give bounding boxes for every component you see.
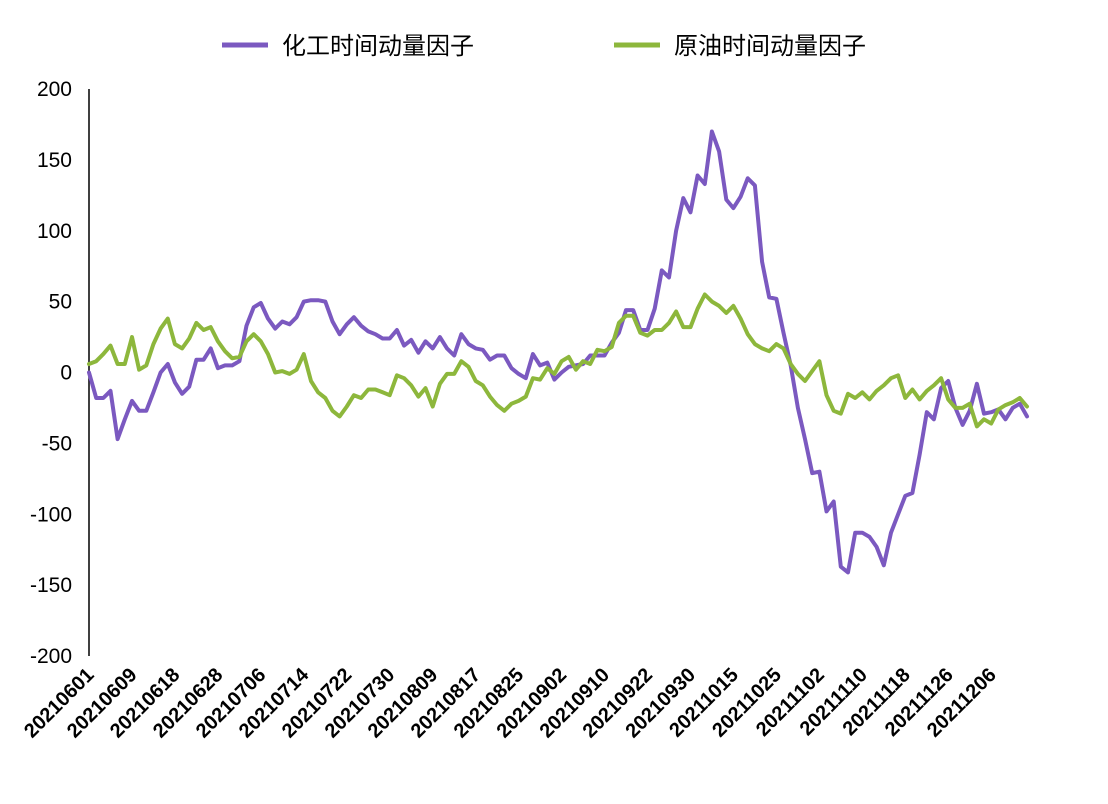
y-axis: 200 150 100 50 0 -50 -100 -150 -200 (30, 78, 90, 668)
y-tick-label: 150 (37, 149, 72, 172)
y-tick-label: 200 (37, 78, 72, 101)
plot-lines (87, 129, 1029, 575)
y-tick-label: -200 (30, 645, 72, 668)
y-tick-label: -150 (30, 574, 72, 597)
x-axis: 2021060120210609202106182021062820210706… (20, 663, 1001, 742)
legend-label-chemical: 化工时间动量因子 (282, 32, 474, 60)
y-tick-label: -50 (42, 432, 72, 455)
y-tick-label: 0 (60, 362, 72, 385)
y-tick-label: 50 (49, 291, 72, 314)
y-tick-label: -100 (30, 503, 72, 526)
y-tick-label: 100 (37, 220, 72, 243)
legend-label-crude-oil: 原油时间动量因子 (674, 32, 866, 60)
legend: 化工时间动量因子 原油时间动量因子 (222, 32, 866, 60)
series-line-crude-oil (87, 292, 1029, 429)
series-line-chemical (87, 129, 1029, 575)
